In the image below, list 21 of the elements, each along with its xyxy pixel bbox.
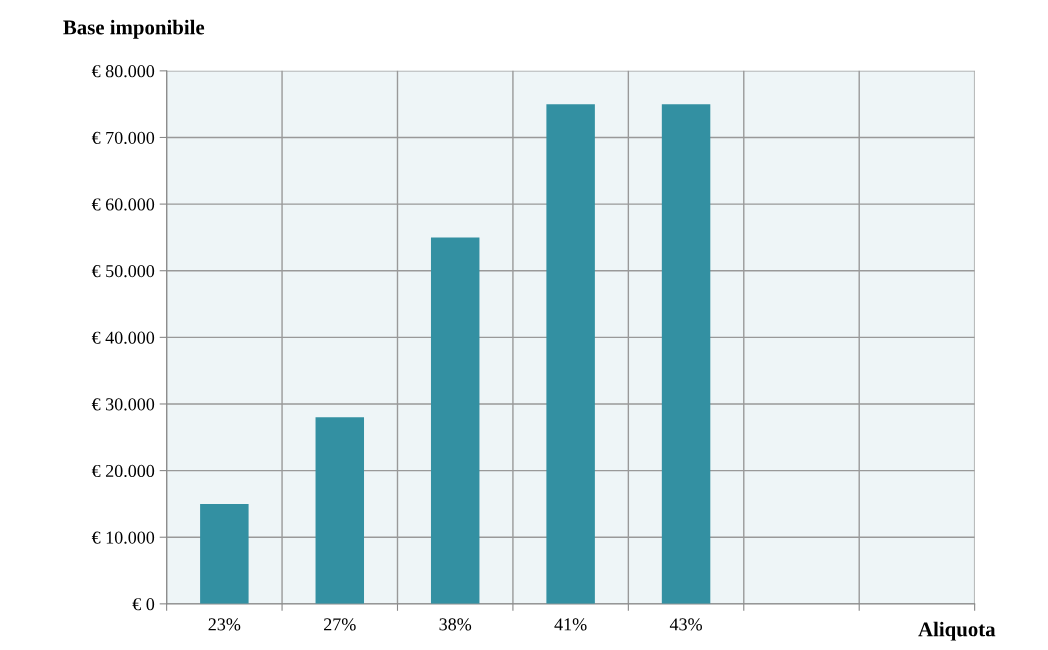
x-tick-label: 38% xyxy=(439,618,472,631)
x-tick-label: 27% xyxy=(324,618,356,631)
y-tick-label: € 40.000 xyxy=(91,331,155,344)
y-tick-label: € 20.000 xyxy=(91,464,155,478)
bar xyxy=(430,237,480,604)
y-tick-label: € 10.000 xyxy=(91,531,155,544)
y-tick-label: € 30.000 xyxy=(91,398,155,411)
y-tick-label: € 50.000 xyxy=(91,264,155,278)
y-tick-label: € 0 xyxy=(132,598,155,611)
x-axis-title: Aliquota xyxy=(918,621,996,641)
y-tick-label: € 70.000 xyxy=(91,131,155,144)
bar xyxy=(546,104,595,604)
x-tick-label: 23% xyxy=(208,618,241,631)
y-tick-label: € 60.000 xyxy=(91,198,155,211)
y-tick-label: € 80.000 xyxy=(91,65,155,78)
x-tick-label: 43% xyxy=(669,618,702,631)
chart-title: Base imponibile xyxy=(63,19,205,39)
bar xyxy=(315,417,365,604)
bar xyxy=(200,503,249,604)
x-tick-label: 41% xyxy=(554,618,587,631)
bar xyxy=(661,104,711,604)
